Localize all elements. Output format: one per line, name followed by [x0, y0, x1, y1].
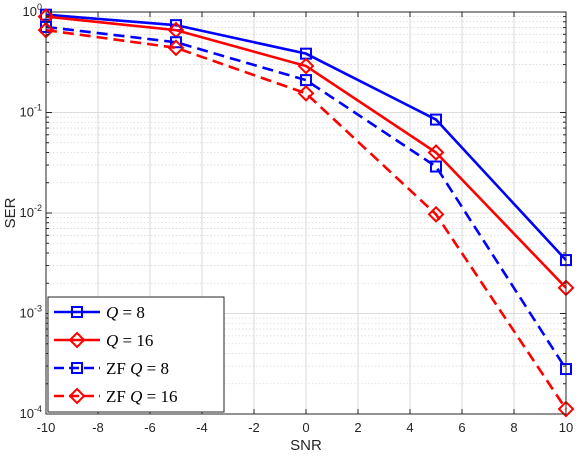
- legend-item: Q = 8: [54, 303, 145, 322]
- legend-item: ZF Q = 16: [54, 387, 177, 406]
- y-axis-ticks: 10-4 10-3 10-2 10-1 100: [20, 2, 566, 421]
- y-axis-label: SER: [2, 197, 19, 228]
- x-tick-label: -10: [37, 420, 56, 435]
- data-point: [297, 84, 315, 102]
- data-point: [430, 160, 442, 173]
- x-tick-label: 6: [458, 420, 465, 435]
- x-tick-label: 2: [354, 420, 361, 435]
- legend-label: Q = 8: [106, 303, 145, 322]
- data-point: [170, 36, 182, 49]
- series-line: [45, 25, 568, 370]
- series-line: [45, 15, 567, 289]
- data-point: [430, 113, 442, 126]
- y-tick-label: 10-4: [20, 404, 42, 421]
- x-tick-label: -6: [144, 420, 156, 435]
- legend-marker: [71, 306, 83, 318]
- data-point: [557, 400, 575, 418]
- legend-marker: [68, 387, 86, 405]
- data-point: [427, 144, 445, 161]
- legend-marker: [71, 362, 83, 374]
- data-point: [427, 205, 445, 223]
- data-point: [167, 39, 185, 57]
- x-tick-label: 4: [406, 420, 413, 435]
- series-line: [45, 28, 568, 410]
- x-tick-label: -8: [92, 420, 104, 435]
- legend-item: Q = 16: [54, 331, 153, 350]
- legend-item: ZF Q = 8: [54, 359, 169, 378]
- legend: Q = 8 Q = 16 ZF Q = 8 ZF Q = 16: [47, 296, 225, 413]
- y-tick-label: 10-3: [20, 304, 42, 321]
- legend-label: ZF Q = 8: [106, 359, 169, 378]
- x-tick-label: -4: [196, 420, 208, 435]
- x-tick-label: 0: [302, 420, 309, 435]
- y-tick-label: 10-2: [20, 203, 42, 220]
- x-tick-label: 10: [559, 420, 573, 435]
- series-4: [37, 21, 575, 418]
- data-point: [297, 57, 315, 75]
- legend-label: Q = 16: [106, 331, 153, 350]
- x-tick-label: -2: [248, 420, 260, 435]
- x-axis-ticks: -10 -8 -6 -4 -2 0 2 4 6 8 10: [37, 12, 573, 435]
- x-tick-label: 8: [510, 420, 517, 435]
- y-tick-label: 10-1: [20, 103, 42, 120]
- series-line: [45, 13, 567, 261]
- x-axis-label: SNR: [290, 437, 322, 454]
- legend-label: ZF Q = 16: [106, 387, 177, 406]
- y-tick-label: 100: [23, 2, 42, 19]
- legend-marker: [68, 331, 86, 349]
